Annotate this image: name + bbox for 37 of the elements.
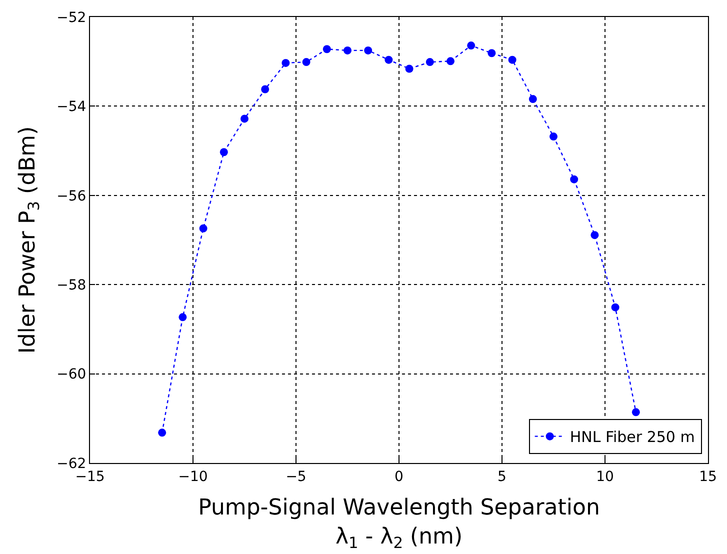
point	[528, 95, 537, 104]
point	[570, 175, 578, 184]
legend-label: HNL Fiber 250 m	[570, 428, 695, 446]
point	[611, 303, 620, 312]
x-tick-label: 5	[498, 468, 506, 485]
x-tick-label: 0	[394, 468, 404, 485]
point	[426, 58, 434, 66]
point	[488, 49, 496, 58]
point	[467, 42, 476, 50]
x-tick-label: 10	[596, 468, 614, 485]
y-tick-label: −58	[56, 278, 86, 294]
point	[282, 58, 290, 67]
point	[261, 85, 270, 94]
point	[240, 114, 248, 123]
point	[199, 224, 208, 232]
point	[550, 132, 558, 141]
y-tick-label: −56	[56, 188, 86, 204]
point	[508, 56, 516, 64]
point	[344, 46, 352, 54]
point	[632, 408, 640, 416]
point	[322, 45, 331, 54]
y-tick-label: −52	[56, 10, 86, 26]
point	[302, 58, 310, 66]
point	[590, 231, 599, 240]
point	[364, 46, 372, 54]
x-tick-label: −10	[178, 468, 208, 485]
point	[220, 148, 228, 156]
y-tick-label: −54	[56, 99, 86, 116]
point	[446, 57, 454, 66]
x-tick-label: 15	[699, 468, 717, 485]
point	[178, 313, 187, 322]
point	[405, 64, 414, 73]
point	[384, 56, 393, 64]
point	[158, 428, 166, 437]
x-axis-title: Pump-Signal Wavelength Separation λ$_{1}$ - λ$_{2}$ (nm)	[198, 496, 600, 552]
x-tick-label: −5	[286, 468, 306, 485]
y-tick-label: −60	[56, 366, 86, 383]
